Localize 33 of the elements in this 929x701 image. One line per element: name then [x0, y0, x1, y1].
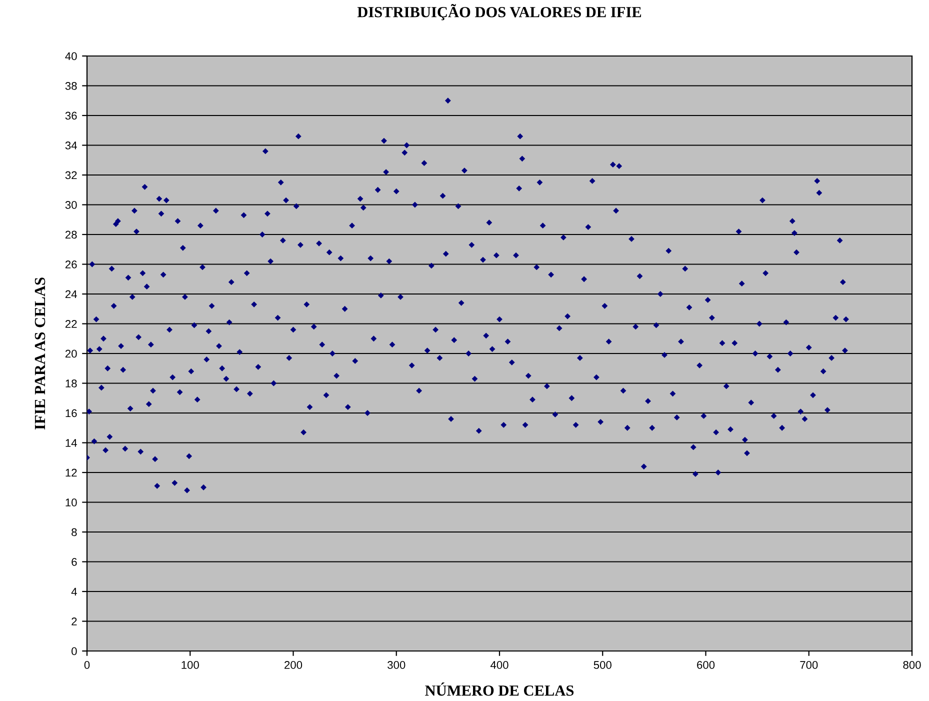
x-tick-label: 400: [490, 661, 508, 669]
y-tick-label: 20: [65, 350, 77, 358]
x-axis-title: NÚMERO DE CELAS: [425, 682, 574, 696]
y-tick-label: 38: [65, 82, 77, 90]
y-tick-label: 26: [65, 260, 77, 268]
x-tick-label: 600: [697, 661, 715, 669]
y-tick-label: 12: [66, 468, 77, 477]
y-tick-label: 8: [72, 528, 77, 536]
y-tick-label: 16: [66, 409, 77, 418]
y-tick-label: 32: [65, 171, 77, 180]
x-tick-label: 700: [800, 661, 818, 669]
x-tick-label: 500: [594, 661, 612, 669]
y-tick-label: 34: [65, 142, 77, 150]
y-tick-label: 18: [66, 380, 77, 388]
y-tick-label: 4: [71, 588, 77, 596]
x-tick-label: 300: [388, 661, 406, 669]
y-tick-label: 0: [72, 647, 77, 656]
x-tick-label: 800: [903, 661, 921, 669]
x-tick-label: 0: [84, 661, 90, 669]
y-tick-label: 10: [66, 498, 77, 506]
x-tick-label: 100: [182, 661, 199, 669]
y-tick-label: 36: [65, 112, 77, 120]
y-tick-label: 2: [72, 618, 77, 626]
y-tick-label: 24: [65, 290, 77, 298]
y-tick-label: 40: [65, 52, 77, 60]
y-tick-label: 14: [66, 439, 77, 447]
y-axis-title: IFIE PARA AS CELAS: [34, 278, 46, 430]
y-tick-label: 28: [65, 230, 77, 239]
y-tick-label: 6: [72, 558, 77, 566]
y-tick-label: 22: [65, 320, 77, 328]
y-tick-label: 30: [65, 201, 77, 209]
x-tick-label: 200: [284, 661, 302, 669]
chart-title: DISTRIBUIÇÃO DOS VALORES DE IFIE: [357, 4, 642, 20]
